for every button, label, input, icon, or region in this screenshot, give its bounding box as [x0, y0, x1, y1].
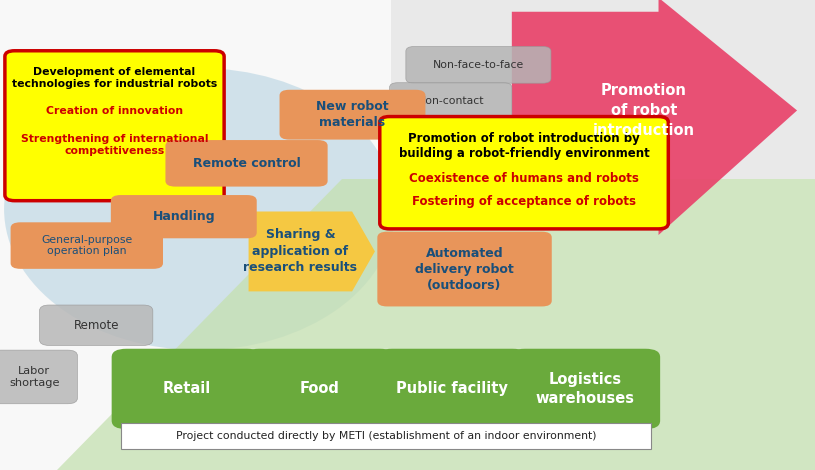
Polygon shape [249, 212, 375, 291]
FancyBboxPatch shape [377, 232, 552, 306]
Text: Labor
shortage: Labor shortage [9, 366, 59, 388]
Text: Public facility: Public facility [396, 382, 509, 396]
FancyBboxPatch shape [510, 349, 660, 429]
Ellipse shape [4, 68, 395, 350]
Text: Handling: Handling [152, 210, 215, 223]
Text: General-purpose
operation plan: General-purpose operation plan [42, 235, 132, 256]
FancyBboxPatch shape [377, 349, 527, 429]
Polygon shape [391, 0, 815, 179]
FancyBboxPatch shape [0, 350, 77, 404]
FancyBboxPatch shape [406, 47, 551, 83]
Text: Fostering of acceptance of robots: Fostering of acceptance of robots [412, 195, 636, 208]
Text: Creation of innovation: Creation of innovation [46, 106, 183, 116]
FancyBboxPatch shape [380, 117, 668, 229]
Text: Promotion of robot introduction by
building a robot-friendly environment: Promotion of robot introduction by build… [399, 132, 650, 160]
FancyBboxPatch shape [112, 349, 262, 429]
Polygon shape [57, 179, 815, 470]
Text: Retail: Retail [162, 382, 211, 396]
Text: New robot
materials: New robot materials [316, 101, 389, 129]
Text: Project conducted directly by METI (establishment of an indoor environment): Project conducted directly by METI (esta… [176, 431, 596, 441]
Text: Food: Food [300, 382, 339, 396]
Text: Strengthening of international
competitiveness: Strengthening of international competiti… [20, 134, 209, 156]
Text: Sharing &
application of
research results: Sharing & application of research result… [244, 228, 357, 274]
FancyBboxPatch shape [111, 195, 257, 238]
Text: Non-contact: Non-contact [417, 96, 484, 106]
FancyBboxPatch shape [244, 349, 394, 429]
Text: Non-face-to-face: Non-face-to-face [433, 60, 524, 70]
Text: Automated
delivery robot
(outdoors): Automated delivery robot (outdoors) [415, 247, 514, 291]
Text: Logistics
warehouses: Logistics warehouses [535, 372, 635, 406]
Text: Remote: Remote [73, 319, 119, 332]
FancyBboxPatch shape [5, 51, 224, 201]
Text: Development of elemental
technologies for industrial robots: Development of elemental technologies fo… [12, 67, 217, 89]
Text: Promotion
of robot
introduction: Promotion of robot introduction [593, 83, 695, 138]
FancyBboxPatch shape [11, 222, 163, 269]
FancyBboxPatch shape [390, 83, 512, 119]
Text: Remote control: Remote control [192, 157, 301, 170]
Text: Coexistence of humans and robots: Coexistence of humans and robots [409, 172, 639, 185]
FancyBboxPatch shape [280, 90, 425, 140]
FancyBboxPatch shape [165, 140, 328, 187]
FancyBboxPatch shape [39, 305, 153, 345]
Polygon shape [512, 0, 797, 235]
FancyBboxPatch shape [121, 423, 651, 449]
